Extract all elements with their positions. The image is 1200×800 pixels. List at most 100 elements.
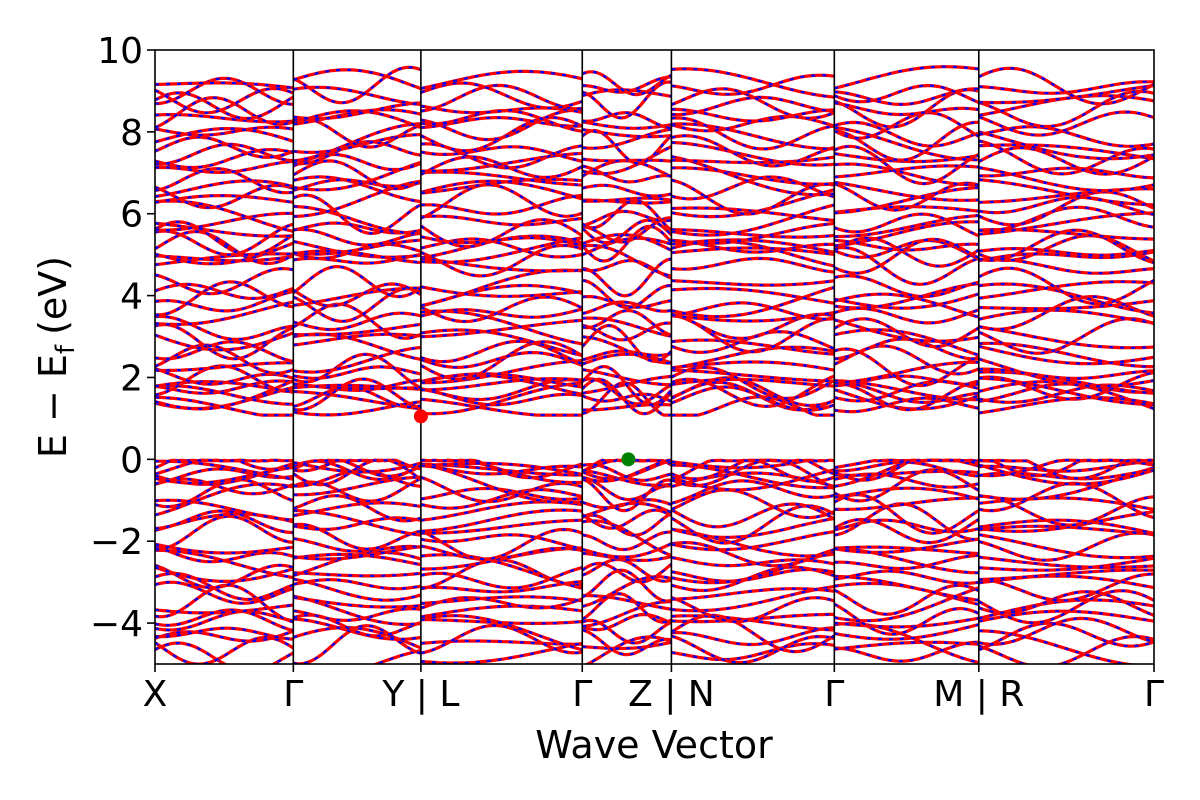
band-down-6-69	[978, 84, 1154, 104]
band-down-6-38	[978, 345, 1154, 365]
band-down-6-40	[978, 325, 1154, 349]
band-down-4-25	[670, 459, 835, 490]
band-down-3-39	[581, 324, 673, 363]
band-down-3-57	[582, 197, 672, 203]
vbm-marker	[621, 452, 636, 467]
band-down-6-23	[978, 460, 1154, 473]
band-down-0-8	[155, 581, 294, 605]
band-down-6-10	[978, 569, 1154, 581]
y-tick-label: 4	[120, 277, 143, 318]
band-down-5-47	[834, 246, 980, 286]
band-down-0-12	[155, 549, 294, 579]
band-down-0-17	[155, 509, 294, 534]
band-down-0-43	[155, 290, 294, 312]
band-down-3-45	[582, 279, 672, 309]
band-down-6-14	[978, 533, 1154, 559]
band-down-3-29	[581, 378, 673, 415]
band-down-0-63	[155, 136, 294, 159]
band-down-6-41	[978, 309, 1154, 325]
band-down-5-10	[834, 570, 979, 585]
band-down-5-9	[834, 575, 979, 602]
band-down-0-68	[155, 91, 294, 120]
x-tick-label: Γ	[572, 674, 592, 715]
band-up-3-42	[581, 309, 672, 337]
band-down-4-18	[670, 502, 835, 528]
band-up-4-2	[671, 626, 835, 647]
x-tick-label: M | R	[933, 674, 1024, 715]
band-down-1-4	[293, 613, 422, 637]
band-up-1-40	[293, 322, 422, 337]
band-up-1-9	[293, 578, 422, 591]
band-up-2-21	[420, 475, 583, 504]
band-up-3-68	[581, 80, 672, 120]
y-tick-label: 0	[120, 440, 143, 481]
band-up-6-17	[978, 510, 1154, 533]
band-down-4-63	[671, 134, 835, 167]
band-down-6-2	[978, 622, 1154, 651]
band-down-1-71	[292, 68, 422, 90]
band-down-5-39	[834, 328, 980, 357]
band-down-6-8	[978, 572, 1154, 602]
band-down-2-58	[420, 178, 583, 195]
band-down-5-71	[834, 65, 979, 90]
band-up-4-58	[670, 175, 835, 201]
band-down-0-20	[155, 478, 294, 508]
band-down-2-65	[420, 109, 583, 141]
band-down-2-42	[420, 308, 583, 319]
band-up-1-14	[293, 537, 422, 553]
band-down-0-67	[155, 96, 294, 129]
band-down-6-12	[978, 556, 1154, 569]
band-up-4-43	[671, 301, 835, 321]
band-down-6-1	[978, 629, 1135, 664]
band-up-4-60	[671, 154, 835, 197]
band-up-4-0	[671, 642, 835, 662]
band-down-4-34	[670, 366, 835, 400]
band-down-3-54	[582, 210, 672, 227]
band-down-2-63	[420, 145, 583, 163]
band-up-1-24	[293, 458, 422, 473]
band-up-1-37	[293, 345, 422, 374]
band-down-2-2	[420, 624, 583, 655]
band-down-6-37	[978, 342, 1154, 368]
band-up-2-71	[420, 69, 583, 91]
band-up-1-52	[293, 227, 422, 247]
band-up-1-13	[293, 545, 422, 561]
band-down-2-1	[420, 639, 583, 646]
band-down-3-27	[582, 463, 672, 482]
band-down-0-39	[155, 323, 294, 360]
band-up-4-47	[671, 256, 835, 274]
band-down-5-26	[834, 461, 979, 478]
band-down-6-50	[978, 247, 1154, 257]
band-up-4-44	[671, 285, 835, 319]
band-down-2-46	[420, 285, 583, 298]
band-down-6-59	[978, 166, 1154, 192]
band-down-0-52	[155, 220, 294, 257]
band-down-5-56	[834, 186, 979, 215]
band-up-2-69	[420, 83, 583, 113]
band-up-2-35	[420, 358, 583, 385]
band-down-6-20	[978, 482, 1154, 519]
band-up-3-11	[581, 557, 672, 583]
band-down-1-58	[293, 178, 422, 192]
band-down-0-71	[155, 81, 294, 90]
band-down-5-1	[834, 641, 979, 651]
band-down-5-54	[833, 212, 980, 237]
band-up-1-16	[293, 516, 422, 531]
band-down-6-52	[978, 228, 1154, 241]
y-tick-label: 6	[120, 195, 143, 236]
band-down-3-67	[582, 111, 672, 130]
band-down-0-54	[155, 212, 294, 232]
band-down-1-63	[293, 122, 421, 163]
band-down-3-51	[581, 233, 672, 252]
band-down-0-23	[155, 459, 294, 476]
band-up-1-67	[293, 108, 422, 126]
band-down-0-58	[155, 179, 294, 198]
band-down-0-19	[155, 482, 294, 517]
band-up-6-61	[978, 146, 1154, 176]
band-up-2-9	[420, 566, 583, 590]
band-down-6-56	[978, 196, 1154, 216]
band-down-1-19	[292, 494, 422, 522]
band-up-1-0	[371, 649, 422, 664]
band-up-1-35	[292, 365, 422, 380]
band-down-0-14	[155, 543, 294, 555]
